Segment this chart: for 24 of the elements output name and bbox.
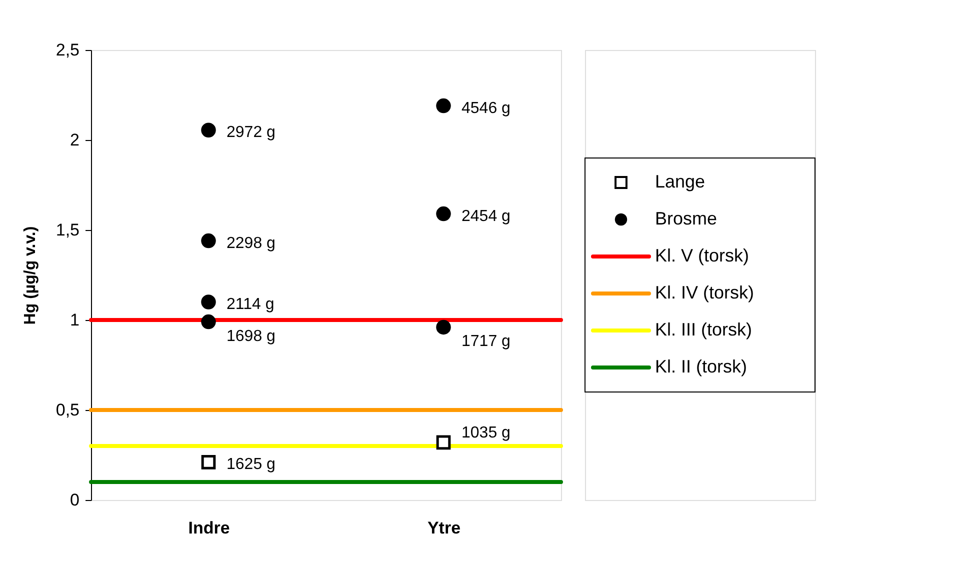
x-tick-label: Indre [188,518,230,538]
annotation: 2972 g [226,124,276,142]
y-tick-label: 0,5 [56,400,80,420]
annotation: 1625 g [226,456,276,474]
legend-label: Kl. III (torsk) [655,320,752,340]
y-tick-label: 2 [70,130,80,150]
annotation: 2114 g [226,296,274,313]
legend-label: Kl. II (torsk) [655,356,748,376]
annotation: 4546 g [462,100,510,117]
legend-label: Kl. IV (torsk) [655,282,754,302]
legend-label: Kl. V (torsk) [655,246,750,266]
x-tick-label: Ytre [427,518,461,538]
y-tick-label: 2,5 [56,40,80,60]
legend-label: Brosme [655,208,718,228]
annotation: 1717 g [462,333,510,350]
y-tick-label: 1 [70,310,80,330]
annotation: 2454 g [462,208,510,225]
annotation: 2298 g [226,234,276,252]
annotation: 1035 g [462,424,510,442]
y-tick-label: 1,5 [56,220,80,240]
y-axis-title: Hg (µg/g v.v.) [22,226,39,325]
y-tick-label: 0 [70,490,80,510]
annotation: 1698 g [226,328,276,345]
legend-label: Lange [655,172,706,192]
